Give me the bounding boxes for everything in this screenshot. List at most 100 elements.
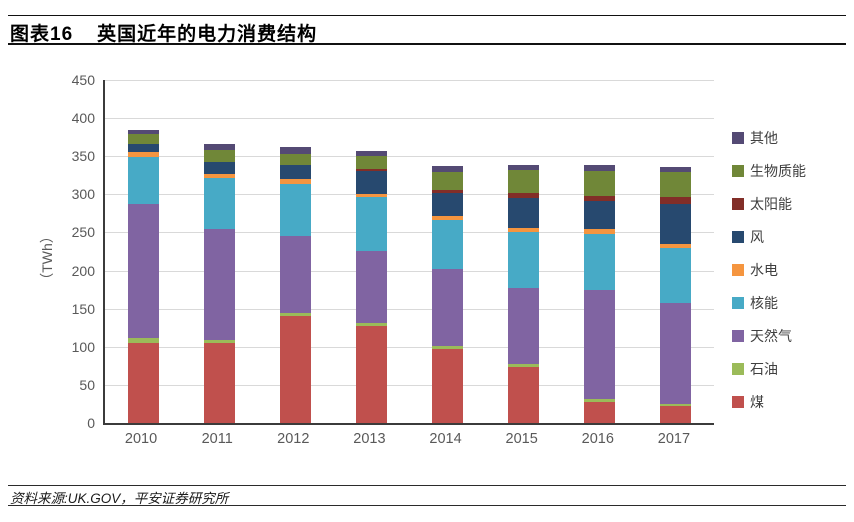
bar-segment-2017-石油 [660, 403, 692, 407]
bar-segment-2014-天然气 [432, 269, 464, 347]
x-tick-label-2016: 2016 [581, 431, 614, 447]
legend-label-煤: 煤 [750, 393, 764, 410]
x-tick-label-2014: 2014 [429, 431, 462, 447]
gridline-250 [105, 232, 714, 234]
bar-segment-2014-核能 [432, 220, 464, 270]
bar-segment-2010-天然气 [127, 204, 159, 338]
legend-item-风: 风 [732, 220, 806, 253]
figure-number: 图表16 [10, 24, 74, 45]
bar-segment-2013-其他 [355, 150, 387, 156]
gridline-100 [105, 346, 714, 348]
bar-segment-2015-其他 [508, 165, 540, 170]
bar-2015 [508, 165, 540, 423]
bar-segment-2017-风 [660, 204, 692, 244]
chart-legend: 其他 生物质能 太阳能风水电 核能 天然气 石油煤 [732, 121, 806, 418]
legend-label-石油: 石油 [750, 360, 778, 377]
bar-2011 [203, 144, 235, 423]
bar-segment-2011-风 [203, 162, 235, 174]
x-tick-label-2017: 2017 [657, 431, 691, 447]
bar-segment-2010-水电 [127, 152, 159, 158]
bar-segment-2013-核能 [355, 197, 387, 251]
bar-segment-2012-生物质能 [279, 154, 311, 165]
bar-segment-2011-天然气 [203, 228, 235, 340]
bar-segment-2012-天然气 [279, 236, 311, 314]
bar-segment-2016-天然气 [584, 289, 616, 400]
bar-segment-2013-煤 [355, 326, 387, 423]
bar-segment-2011-生物质能 [203, 150, 235, 163]
bar-segment-2012-风 [279, 165, 311, 180]
figure-header: 图表16 英国近年的电力消费结构 [10, 19, 317, 46]
legend-label-太阳能: 太阳能 [750, 195, 792, 212]
gridline-150 [105, 308, 714, 310]
bar-segment-2016-风 [584, 201, 616, 230]
bar-segment-2013-生物质能 [355, 155, 387, 170]
bar-segment-2011-其他 [203, 144, 235, 151]
legend-item-其他: 其他 [732, 121, 806, 154]
bar-segment-2010-核能 [127, 157, 159, 205]
gridline-400 [105, 118, 714, 120]
bar-segment-2017-核能 [660, 248, 692, 303]
y-tick-label-300: 300 [71, 186, 95, 203]
legend-item-生物质能: 生物质能 [732, 154, 806, 187]
y-tick-label-350: 350 [71, 148, 95, 165]
bar-segment-2016-核能 [584, 234, 616, 290]
bar-segment-2017-生物质能 [660, 172, 692, 198]
bar-segment-2013-水电 [355, 193, 387, 198]
bar-segment-2012-核能 [279, 183, 311, 237]
bar-segment-2016-煤 [584, 401, 616, 423]
x-tick-label-2012: 2012 [277, 431, 310, 447]
legend-swatch-石油 [732, 362, 744, 375]
legend-label-水电: 水电 [750, 261, 778, 278]
bar-segment-2010-生物质能 [127, 134, 159, 145]
bar-segment-2015-煤 [508, 366, 540, 423]
bar-segment-2010-其他 [127, 130, 159, 135]
bar-segment-2014-石油 [432, 346, 464, 350]
bar-segment-2015-太阳能 [508, 192, 540, 199]
bar-segment-2012-水电 [279, 179, 311, 184]
gridline-50 [105, 384, 714, 386]
source-top-rule [8, 485, 846, 486]
legend-label-核能: 核能 [750, 294, 778, 311]
legend-item-太阳能: 太阳能 [732, 187, 806, 220]
bar-segment-2015-风 [508, 198, 540, 228]
source-note: 资料来源:UK.GOV，平安证券研究所 [10, 491, 229, 506]
legend-item-石油: 石油 [732, 352, 806, 385]
bar-segment-2011-水电 [203, 173, 235, 179]
stacked-bar-chart: （TWh） 0 50 100 150 200 250 300 350 400 450 2010 20… [0, 50, 854, 470]
legend-swatch-风 [732, 230, 744, 243]
y-tick-label-150: 150 [71, 300, 95, 317]
y-tick-label-200: 200 [71, 262, 95, 279]
source-bottom-rule [8, 505, 846, 506]
x-tick-label-2015: 2015 [505, 431, 538, 447]
y-tick-label-400: 400 [71, 110, 95, 127]
y-tick-label-250: 250 [71, 224, 95, 241]
bar-segment-2016-水电 [584, 229, 616, 234]
bar-segment-2010-风 [127, 144, 159, 153]
bar-segment-2011-核能 [203, 178, 235, 229]
bar-segment-2013-天然气 [355, 250, 387, 324]
bar-2014 [432, 166, 464, 423]
bar-segment-2015-水电 [508, 227, 540, 233]
bar-segment-2017-天然气 [660, 302, 692, 404]
bar-segment-2014-太阳能 [432, 189, 464, 193]
legend-label-风: 风 [750, 228, 764, 245]
bar-segment-2014-其他 [432, 166, 464, 172]
x-tick-label-2013: 2013 [353, 431, 386, 447]
bar-2012 [279, 147, 311, 423]
bar-2010 [127, 130, 159, 423]
bar-segment-2017-水电 [660, 243, 692, 249]
bar-segment-2013-风 [355, 170, 387, 194]
bar-segment-2014-煤 [432, 349, 464, 423]
bar-segment-2016-生物质能 [584, 170, 616, 196]
legend-swatch-太阳能 [732, 197, 744, 210]
gridline-300 [105, 194, 714, 196]
legend-swatch-核能 [732, 296, 744, 309]
bar-segment-2016-其他 [584, 165, 616, 171]
header-bottom-rule [8, 43, 846, 45]
y-tick-label-450: 450 [71, 72, 95, 88]
bar-segment-2012-其他 [279, 147, 311, 154]
bar-segment-2012-石油 [279, 313, 311, 317]
header-top-rule [8, 15, 846, 16]
bar-segment-2010-煤 [127, 342, 159, 423]
legend-swatch-煤 [732, 395, 744, 408]
